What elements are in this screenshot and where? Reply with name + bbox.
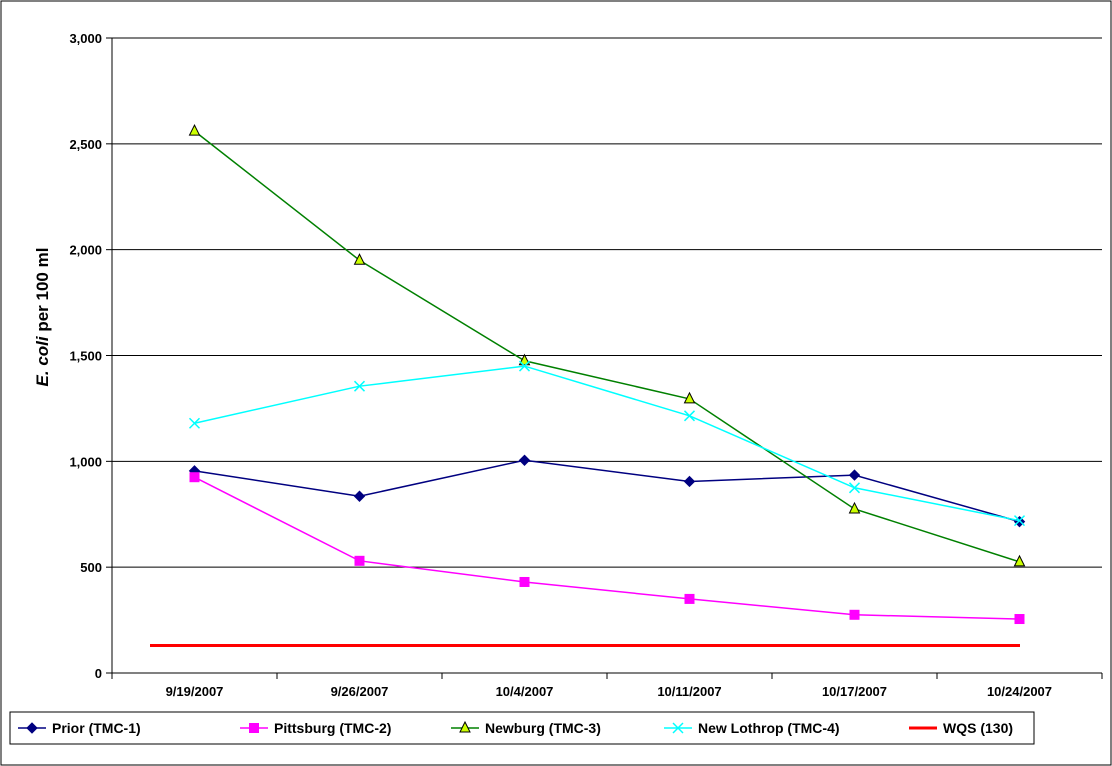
grid-lines: [112, 37, 1102, 568]
legend-label: Prior (TMC-1): [52, 720, 141, 736]
data-point-square: [354, 555, 365, 566]
data-point-x: [1013, 515, 1026, 527]
series: [188, 124, 1026, 567]
series-line: [194, 476, 1020, 620]
series-lines: [150, 124, 1026, 647]
x-tick-label: 10/24/2007: [987, 684, 1052, 699]
data-point-triangle: [459, 720, 471, 733]
x-tick-label: 9/26/2007: [331, 684, 389, 699]
data-point-triangle: [848, 501, 861, 514]
data-point-square: [189, 472, 200, 483]
data-point-triangle: [188, 124, 201, 136]
y-axis-title-rest: per 100 ml: [33, 248, 52, 337]
legend-label: WQS (130): [943, 720, 1013, 736]
data-point-x: [848, 482, 861, 494]
data-point-square: [519, 576, 530, 587]
x-tick-label: 10/17/2007: [822, 684, 887, 699]
data-point-triangle: [518, 353, 531, 366]
data-point-diamond: [518, 454, 531, 466]
data-point-triangle: [683, 391, 696, 404]
series-line: [194, 459, 1020, 523]
data-point-square: [1014, 614, 1025, 625]
data-point-x-stroke: [353, 380, 366, 392]
legend-item: New Lothrop (TMC-4): [664, 720, 840, 736]
legend-label: Newburg (TMC-3): [485, 720, 601, 736]
x-tick-label: 10/4/2007: [496, 684, 554, 699]
y-tick-label: 500: [80, 560, 102, 575]
x-tick-label: 10/11/2007: [657, 684, 721, 699]
y-axis-title-italic: E. coli: [33, 335, 52, 386]
axes: 0 500 1,000 1,500 2,000 2,500 3,000 9/19/2007 9/…: [69, 31, 1103, 699]
data-point-x-stroke: [1013, 515, 1026, 527]
data-point-x-stroke: [188, 417, 201, 429]
data-point-diamond: [353, 490, 366, 502]
data-point-diamond: [683, 475, 696, 488]
data-point-x: [518, 360, 531, 372]
series: [189, 472, 1025, 625]
data-point-x-stroke: [683, 410, 696, 422]
legend-box: [9, 711, 1035, 745]
legend-item: Prior (TMC-1): [18, 720, 141, 736]
data-point-x: [672, 722, 684, 734]
legend-item: Newburg (TMC-3): [451, 720, 601, 736]
data-point-x-stroke: [672, 722, 684, 734]
y-tick-label: 3,000: [69, 31, 102, 46]
legend: Prior (TMC-1) Pittsburg (TMC-2) Newburg (T…: [9, 711, 1035, 745]
data-point-square: [684, 593, 695, 604]
y-axis-title: E. coli per 100 ml: [33, 248, 52, 387]
data-point-triangle: [1013, 554, 1026, 567]
data-point-x: [188, 417, 201, 429]
y-tick-label: 0: [95, 666, 102, 681]
y-tick-label: 1,000: [69, 454, 102, 469]
series-line: [194, 365, 1020, 522]
data-point-triangle: [353, 253, 366, 265]
legend-label: New Lothrop (TMC-4): [698, 720, 840, 736]
data-point-square: [249, 723, 259, 733]
data-point-square: [849, 609, 860, 620]
data-point-x: [353, 380, 366, 392]
y-tick-label: 1,500: [69, 349, 102, 364]
legend-item: Pittsburg (TMC-2): [240, 720, 391, 736]
series-line: [194, 130, 1020, 563]
legend-item: WQS (130): [909, 720, 1013, 736]
data-point-diamond: [26, 722, 38, 734]
data-point-diamond: [848, 469, 861, 481]
series: [188, 360, 1026, 527]
x-tick-label: 9/19/2007: [166, 684, 224, 699]
data-point-x-stroke: [518, 360, 531, 372]
y-tick-label: 2,000: [69, 243, 102, 258]
data-point-x-stroke: [848, 482, 861, 494]
y-tick-label: 2,500: [69, 137, 102, 152]
data-point-x: [683, 410, 696, 422]
legend-label: Pittsburg (TMC-2): [274, 720, 391, 736]
